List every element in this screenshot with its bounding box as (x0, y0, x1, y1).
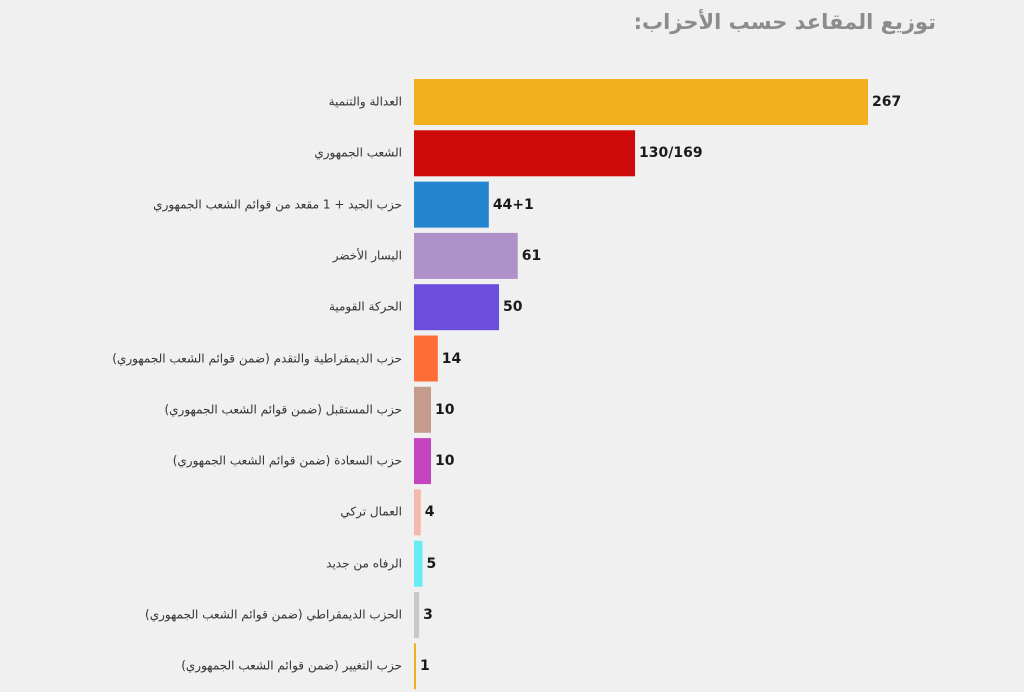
value-label: 4 (424, 504, 435, 521)
bar (414, 489, 421, 536)
value-label: 50 (503, 299, 523, 316)
bar (414, 335, 438, 382)
category-label: العدالة والتنمية (328, 94, 402, 109)
bar (414, 386, 432, 433)
category-label: حزب الديمقراطية والتقدم (ضمن قوائم الشعب… (112, 351, 402, 365)
value-label: 14 (441, 350, 462, 367)
chart-title: توزيع المقاعد حسب الأحزاب: (633, 10, 936, 34)
category-label: حزب المستقبل (ضمن قوائم الشعب الجمهوري) (164, 402, 402, 417)
category-label: الرفاه من جديد (326, 556, 402, 571)
bar (414, 284, 500, 331)
category-label: الشعب الجمهوري (314, 145, 402, 160)
category-label: الحزب الديمقراطي (ضمن قوائم الشعب الجمهو… (145, 607, 402, 622)
value-label: 10 (435, 453, 455, 470)
bar (414, 643, 416, 690)
category-label: حزب الجيد + 1 مقعد من قوائم الشعب الجمهو… (153, 197, 402, 212)
bar (414, 130, 636, 177)
value-label: 267 (872, 94, 902, 110)
value-label: 3 (423, 607, 433, 623)
value-label: 1 (420, 658, 430, 675)
bar (414, 592, 420, 638)
category-label: اليسار الأخضر (332, 248, 402, 263)
value-label: 61 (521, 247, 542, 264)
category-label: حزب التغيير (ضمن قوائم الشعب الجمهوري) (181, 658, 402, 673)
bar (414, 181, 489, 228)
bar (414, 232, 518, 279)
bar (414, 540, 423, 587)
bar (414, 438, 432, 485)
category-label: الحركة القومية (328, 299, 402, 314)
value-label: 10 (435, 401, 455, 418)
category-label: حزب السعادة (ضمن قوائم الشعب الجمهوري) (172, 453, 402, 468)
value-label: 44+1 (492, 196, 534, 213)
bar (414, 79, 868, 125)
value-label: 5 (426, 555, 437, 572)
category-label: العمال تركي (340, 504, 402, 519)
value-label: 130/169 (639, 145, 703, 162)
